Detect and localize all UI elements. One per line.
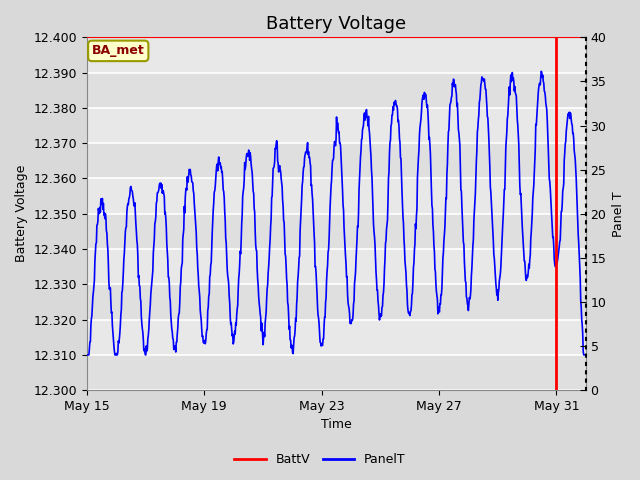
X-axis label: Time: Time [321,419,352,432]
Y-axis label: Battery Voltage: Battery Voltage [15,165,28,263]
Bar [87,214,586,249]
Bar [87,72,586,108]
Legend: BattV, PanelT: BattV, PanelT [229,448,411,471]
Text: BA_met: BA_met [92,44,145,58]
Title: Battery Voltage: Battery Voltage [266,15,406,33]
Bar [87,284,586,320]
Bar [87,143,586,179]
Y-axis label: Panel T: Panel T [612,191,625,237]
Bar [87,355,586,390]
